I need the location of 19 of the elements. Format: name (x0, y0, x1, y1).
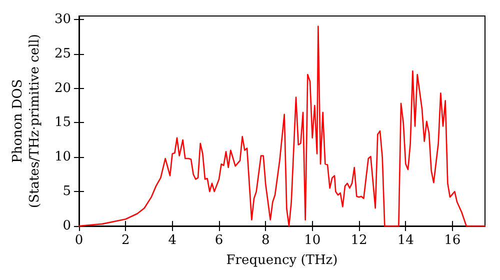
x-tick-label: 6 (214, 233, 224, 248)
y-tick-label: 10 (54, 150, 71, 165)
y-tick-label: 15 (54, 115, 71, 130)
y-tick-label: 5 (62, 184, 71, 200)
y-tick-label: 25 (54, 46, 71, 62)
x-axis-title: Frequency (THz) (226, 252, 338, 268)
y-axis-title: Phonon DOS (States/THz·primitive cell) (10, 34, 43, 208)
y-tick-label: 30 (54, 12, 71, 27)
x-tick-label: 14 (397, 233, 414, 248)
x-tick-label: 10 (304, 233, 321, 248)
x-tick-label: 16 (444, 233, 461, 248)
y-tick-label: 20 (54, 80, 71, 96)
y-tick-label: 0 (62, 218, 71, 234)
x-tick-label: 8 (262, 233, 270, 248)
x-tick-label: 12 (350, 233, 368, 248)
line-series (78, 26, 486, 227)
x-tick-label: 4 (168, 233, 176, 248)
x-tick-label: 2 (122, 233, 130, 248)
x-tick-label: 0 (74, 233, 84, 248)
